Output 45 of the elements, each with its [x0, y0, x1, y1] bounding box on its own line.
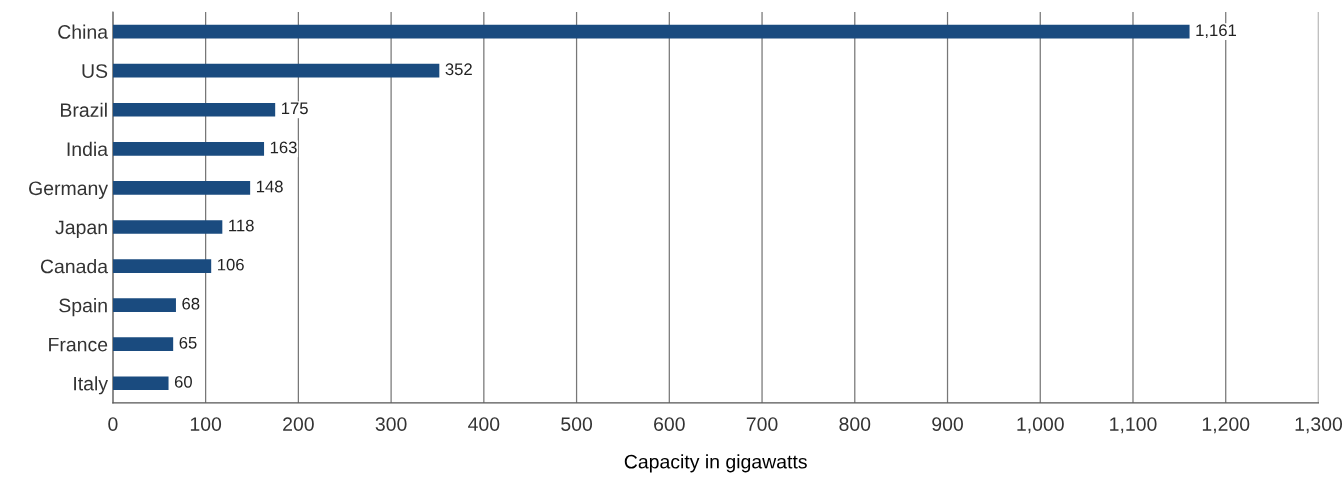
data-label: 106 — [218, 258, 244, 271]
bar — [112, 142, 265, 156]
data-label: 175 — [282, 102, 308, 115]
x-tick-label: 900 — [932, 417, 963, 431]
data-label: 1,161 — [1196, 24, 1237, 39]
x-tick-label: 500 — [561, 417, 593, 431]
x-tick-label: 600 — [654, 417, 685, 431]
x-tick-label: 300 — [375, 417, 407, 431]
y-tick-label: India — [67, 141, 109, 157]
bar — [112, 337, 174, 352]
x-tick-label: 1,300 — [1295, 417, 1343, 434]
y-tick-label: Germany — [29, 181, 108, 199]
y-tick-label: Italy — [74, 376, 108, 395]
y-tick-label: US — [82, 64, 108, 78]
y-tick-label: Brazil — [61, 102, 107, 117]
x-tick-label: 700 — [746, 417, 778, 431]
y-tick-label: China — [58, 24, 109, 39]
data-label: 68 — [182, 297, 200, 310]
y-tick-label: Spain — [59, 298, 107, 317]
x-tick-label: 200 — [283, 417, 314, 431]
y-tick-label: Canada — [40, 259, 109, 274]
y-tick-label: France — [49, 337, 108, 352]
y-tick-label: Japan — [55, 220, 107, 239]
x-tick-label: 1,200 — [1202, 417, 1250, 434]
x-tick-label: 400 — [468, 417, 500, 431]
bar — [112, 298, 176, 312]
data-label: 65 — [179, 336, 197, 349]
bar — [112, 24, 1190, 39]
data-label: 118 — [229, 219, 254, 232]
bar — [112, 181, 251, 195]
x-tick-label: 1,100 — [1110, 417, 1157, 434]
x-tick-label: 0 — [108, 417, 118, 431]
x-axis-title: Capacity in gigawatts — [624, 454, 807, 473]
x-tick-label: 1,000 — [1017, 417, 1064, 434]
bar — [112, 63, 440, 78]
data-label: 163 — [270, 141, 297, 154]
x-tick-label: 100 — [190, 417, 222, 431]
bar — [112, 376, 169, 391]
data-label: 148 — [256, 180, 283, 193]
bar — [112, 259, 212, 273]
data-label: 352 — [445, 63, 472, 76]
data-label: 60 — [174, 375, 192, 388]
bar — [112, 102, 276, 117]
x-tick-label: 800 — [839, 417, 871, 431]
bar — [112, 220, 223, 234]
